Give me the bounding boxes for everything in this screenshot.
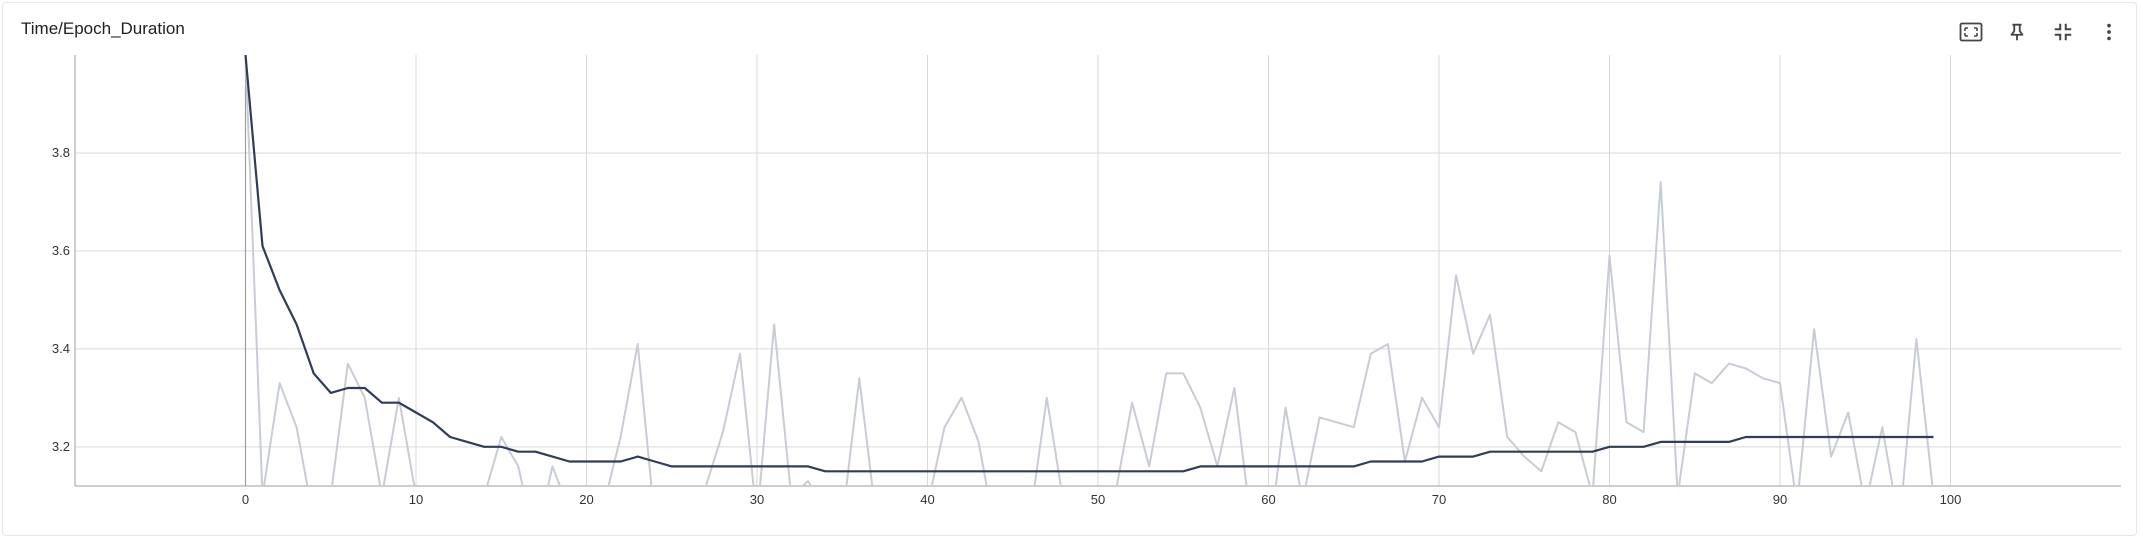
x-tick-label: 50 xyxy=(1091,492,1105,507)
chart-toolbar xyxy=(1956,17,2124,47)
collapse-icon xyxy=(2054,23,2072,41)
fit-domain-button[interactable] xyxy=(1956,17,1986,47)
y-tick-label: 3.2 xyxy=(52,439,70,454)
x-tick-label: 60 xyxy=(1261,492,1275,507)
x-tick-label: 30 xyxy=(750,492,764,507)
series-group xyxy=(244,55,1934,486)
pin-icon xyxy=(2010,23,2024,41)
y-tick-label: 3.6 xyxy=(52,243,70,258)
collapse-button[interactable] xyxy=(2048,17,2078,47)
x-tick-label: 70 xyxy=(1432,492,1446,507)
x-tick-label: 20 xyxy=(579,492,593,507)
y-tick-label: 3.8 xyxy=(52,145,70,160)
x-tick-label: 0 xyxy=(242,492,249,507)
more-options-button[interactable] xyxy=(2094,17,2124,47)
smoothed-series-line xyxy=(244,55,1934,473)
y-tick-label: 3.4 xyxy=(52,341,70,356)
x-tick-label: 10 xyxy=(409,492,423,507)
fit-domain-icon xyxy=(1959,22,1983,42)
x-tick-label: 80 xyxy=(1602,492,1616,507)
pin-button[interactable] xyxy=(2002,17,2032,47)
x-tick-label: 90 xyxy=(1773,492,1787,507)
x-tick-label: 40 xyxy=(920,492,934,507)
raw-series-line xyxy=(244,55,1934,486)
x-tick-label: 100 xyxy=(1940,492,1962,507)
chart-title: Time/Epoch_Duration xyxy=(21,19,185,38)
more-vertical-icon xyxy=(2107,23,2111,41)
